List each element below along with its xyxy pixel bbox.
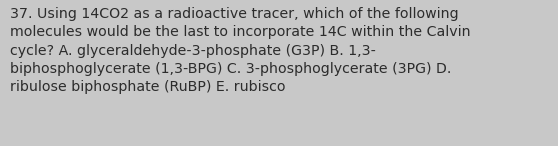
Text: 37. Using 14CO2 as a radioactive tracer, which of the following
molecules would : 37. Using 14CO2 as a radioactive tracer,… bbox=[10, 7, 470, 94]
